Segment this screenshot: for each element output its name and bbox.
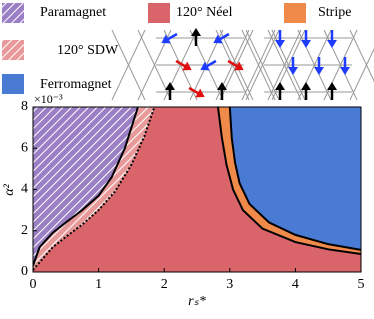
phase-boundary <box>217 107 361 256</box>
arrow-shaft <box>218 32 230 41</box>
arrow-shaft <box>188 86 200 95</box>
ferromagnet-region <box>229 107 361 250</box>
spin-arrow <box>191 28 201 46</box>
y-tick-label: 4 <box>21 182 28 197</box>
legend-swatch <box>148 3 170 23</box>
arrow-head <box>200 61 210 71</box>
arrow-shaft <box>175 59 187 68</box>
lattice-line <box>349 47 374 101</box>
spin-arrow <box>227 59 244 71</box>
lattice-icons <box>111 28 374 101</box>
y-axis-label: α² <box>2 183 17 195</box>
spin-arrow <box>200 59 217 71</box>
spin-arrow <box>314 57 324 75</box>
arrow-head <box>327 82 337 90</box>
spin-arrow <box>275 30 285 48</box>
arrow-head <box>340 67 350 75</box>
sdw-region <box>33 107 155 270</box>
legend-swatch <box>2 40 24 60</box>
spin-arrow <box>275 82 285 100</box>
arrow-head <box>301 40 311 48</box>
arrow-head <box>217 82 227 90</box>
spin-arrow <box>161 32 178 44</box>
x-axis-label: rₛ* <box>188 294 206 309</box>
y-tick-label: 0 <box>21 264 28 279</box>
arrow-head <box>161 34 171 44</box>
lattice-line <box>349 29 374 83</box>
arrow-head <box>275 82 285 90</box>
arrow-head <box>301 82 311 90</box>
phase-boundary <box>33 107 139 267</box>
arrow-head <box>275 40 285 48</box>
y-tick-label: 2 <box>21 223 28 238</box>
legend-label: 120° SDW <box>57 43 119 58</box>
arrow-shaft <box>166 32 178 41</box>
legend-label: 120° Néel <box>176 5 233 20</box>
legend-label: Stripe <box>318 5 351 20</box>
x-tick-label: 4 <box>292 277 299 292</box>
legend-label: Ferromagnet <box>40 77 112 92</box>
phase-boundary <box>228 107 361 251</box>
arrow-head <box>195 88 205 98</box>
x-tick-label: 0 <box>30 277 37 292</box>
arrow-head <box>182 61 192 71</box>
legend-swatch <box>2 74 24 94</box>
spin-arrow <box>213 32 230 44</box>
arrow-head <box>288 67 298 75</box>
arrow-shaft <box>205 59 217 68</box>
plot-area <box>33 107 361 272</box>
lattice-line <box>245 29 280 101</box>
x-tick-label: 3 <box>226 277 233 292</box>
spin-arrow <box>340 57 350 75</box>
arrow-head <box>191 28 201 36</box>
arrow-head <box>314 67 324 75</box>
spin-arrow <box>301 82 311 100</box>
x-tick-label: 2 <box>161 277 168 292</box>
y-tick-label: 6 <box>21 140 28 155</box>
paramagnet-region <box>33 107 138 266</box>
spin-arrow <box>175 59 192 71</box>
arrow-head <box>213 34 223 44</box>
spin-arrow <box>288 57 298 75</box>
arrow-head <box>234 61 244 71</box>
arrow-shaft <box>227 59 239 68</box>
spin-arrow <box>165 82 175 100</box>
lattice-line <box>111 29 146 101</box>
spin-arrow <box>327 82 337 100</box>
y-multiplier: ×10⁻³ <box>34 92 63 106</box>
legend-label: Paramagnet <box>40 5 106 20</box>
y-tick-label: 8 <box>21 99 28 114</box>
arrow-head <box>327 40 337 48</box>
spin-arrow <box>188 86 205 98</box>
phase-boundary <box>33 107 156 271</box>
legend-swatch <box>284 3 306 23</box>
spin-arrow <box>301 30 311 48</box>
arrow-head <box>165 82 175 90</box>
spin-arrow <box>217 82 227 100</box>
x-tick-label: 1 <box>95 277 102 292</box>
legend-swatch <box>2 3 24 23</box>
x-tick-label: 5 <box>358 277 365 292</box>
spin-arrow <box>327 30 337 48</box>
